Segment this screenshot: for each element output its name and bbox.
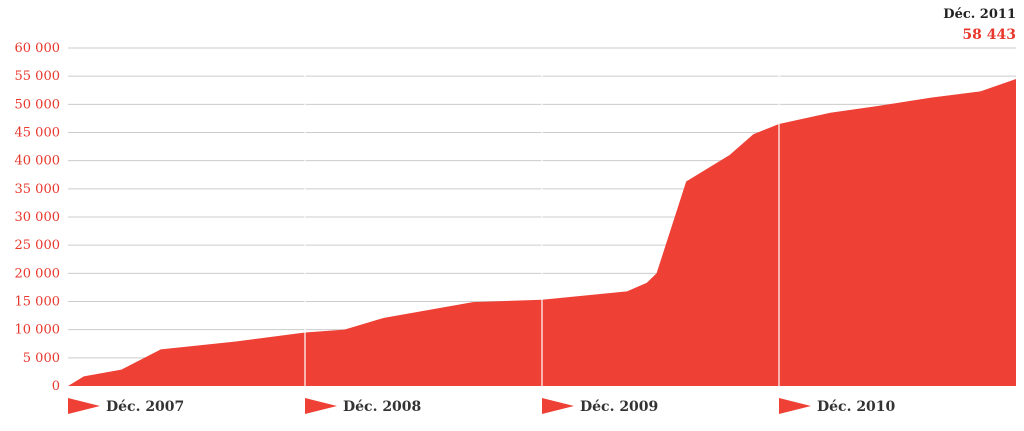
- y-tick-label: 25 000: [15, 238, 61, 253]
- y-tick-label: 15 000: [15, 295, 61, 310]
- annotation-label: Déc. 2011: [943, 7, 1016, 22]
- y-tick-label: 30 000: [15, 210, 61, 225]
- y-tick-label: 45 000: [15, 126, 61, 141]
- y-tick-label: 55 000: [15, 69, 61, 84]
- y-tick-label: 10 000: [15, 323, 61, 338]
- y-tick-label: 20 000: [15, 266, 61, 281]
- x-marker-label: Déc. 2008: [343, 399, 421, 415]
- y-tick-label: 60 000: [15, 41, 61, 56]
- y-tick-label: 50 000: [15, 97, 61, 112]
- year-marker-triangle: [779, 398, 811, 414]
- y-tick-label: 5 000: [23, 351, 60, 366]
- divider-layer: [304, 58, 780, 386]
- year-marker-triangle: [542, 398, 574, 414]
- annotation: Déc. 2011 58 443: [943, 7, 1016, 43]
- x-marker-label: Déc. 2009: [580, 399, 658, 415]
- y-tick-label: 0: [52, 379, 60, 394]
- y-tick-label: 40 000: [15, 154, 61, 169]
- year-marker-triangle: [305, 398, 337, 414]
- x-axis-markers: Déc. 2007 Déc. 2008 Déc. 2009 Déc. 2010: [68, 398, 896, 415]
- y-axis-ticks: 0 5 000 10 000 15 000 20 000 25 000 30 000 35 0…: [15, 41, 61, 394]
- y-tick-label: 35 000: [15, 182, 61, 197]
- x-marker-label: Déc. 2010: [817, 399, 896, 415]
- x-marker-label: Déc. 2007: [106, 399, 184, 415]
- year-marker-triangle: [68, 398, 100, 414]
- annotation-value: 58 443: [962, 27, 1016, 43]
